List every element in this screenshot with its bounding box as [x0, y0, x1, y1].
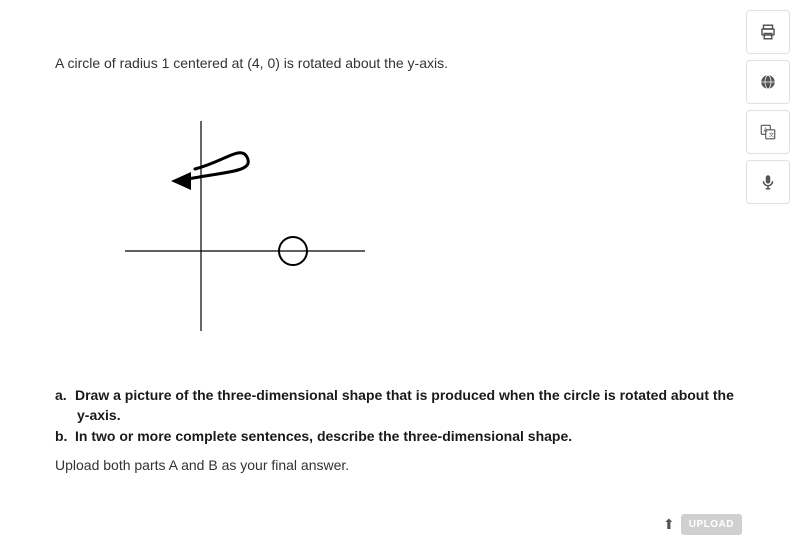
- upload-button[interactable]: UPLOAD: [681, 514, 742, 535]
- mic-icon: [759, 173, 777, 191]
- intro-text: A circle of radius 1 centered at (4, 0) …: [55, 55, 745, 71]
- question-list: a.Draw a picture of the three-dimensiona…: [55, 386, 745, 473]
- coordinate-diagram: [115, 101, 745, 336]
- diagram-svg: [115, 101, 375, 331]
- question-a: a.Draw a picture of the three-dimensiona…: [55, 386, 745, 425]
- print-icon: [759, 23, 777, 41]
- rotation-arrow-head: [171, 172, 191, 190]
- question-content: A circle of radius 1 centered at (4, 0) …: [0, 0, 800, 473]
- print-button[interactable]: [746, 10, 790, 54]
- globe-button[interactable]: [746, 60, 790, 104]
- question-a-text: Draw a picture of the three-dimensional …: [75, 387, 734, 423]
- upload-arrow-icon: ⬆: [663, 516, 675, 533]
- question-a-prefix: a.: [55, 386, 75, 406]
- mic-button[interactable]: [746, 160, 790, 204]
- translate-icon: A文: [759, 123, 777, 141]
- question-b: b.In two or more complete sentences, des…: [55, 427, 745, 447]
- side-toolbar: A文: [746, 10, 792, 204]
- svg-text:A: A: [764, 128, 768, 134]
- upload-area: ⬆ UPLOAD: [663, 514, 742, 535]
- question-b-prefix: b.: [55, 427, 75, 447]
- upload-instruction: Upload both parts A and B as your final …: [55, 457, 745, 473]
- globe-icon: [759, 73, 777, 91]
- translate-button[interactable]: A文: [746, 110, 790, 154]
- question-b-text: In two or more complete sentences, descr…: [75, 428, 572, 444]
